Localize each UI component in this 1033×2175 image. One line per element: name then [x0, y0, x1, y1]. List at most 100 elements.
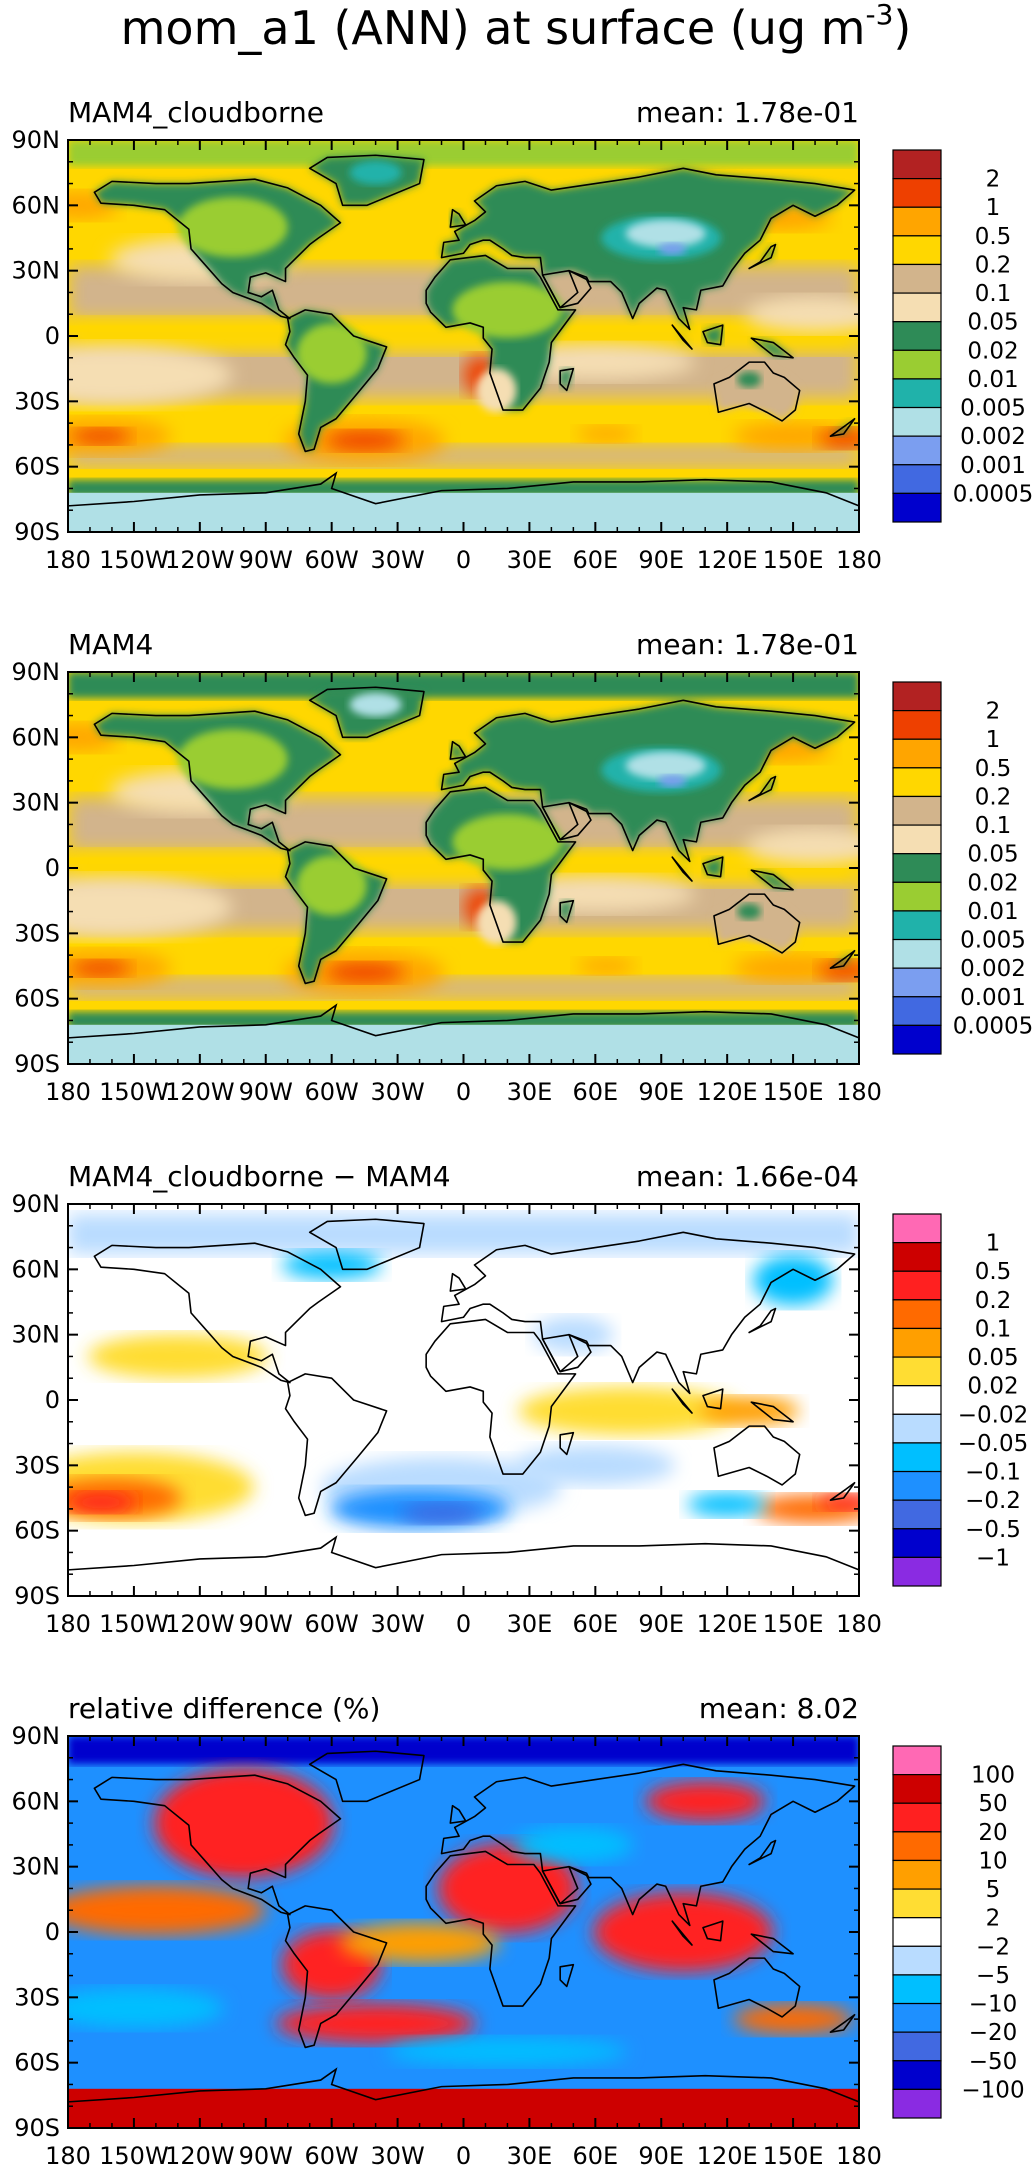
coastline-greenland [308, 154, 425, 207]
coastline-greenland [308, 1218, 425, 1271]
coastline-uk [449, 1272, 467, 1292]
x-tick-label: 180 [45, 2142, 91, 2170]
field-blob [324, 430, 405, 451]
x-tick-label: 120E [697, 546, 758, 574]
field-layer [68, 672, 859, 1064]
colorbar-label: 0.005 [960, 396, 1026, 422]
colorbar-label: 0.02 [967, 870, 1018, 896]
coastline-indonesia2 [702, 856, 724, 878]
coastline-northAmerica [93, 178, 342, 320]
colorbar-label: 0.2 [975, 1288, 1012, 1314]
colorbar-label: 0.05 [967, 842, 1018, 868]
colorbar-swatch [892, 1528, 942, 1558]
coastline-eurasia [440, 1231, 856, 1395]
colorbar-label: 0.01 [967, 899, 1018, 925]
x-tick-label: 180 [836, 546, 882, 574]
colorbar-swatch [892, 1556, 942, 1587]
mean-value: 1.78e-01 [734, 628, 859, 661]
y-tick-label: 30N [12, 257, 61, 285]
x-tick-label: 30E [507, 546, 553, 574]
x-tick-label: 120E [697, 2142, 758, 2170]
land-fill-uk [450, 209, 466, 228]
coastline-antarctica [68, 1003, 859, 1039]
y-tick-label: 30S [14, 387, 60, 415]
coastline-northAmerica [93, 1242, 342, 1384]
x-tick-label: 60E [572, 546, 618, 574]
colorbar-swatch [892, 406, 942, 437]
colorbar-label: −10 [969, 1992, 1018, 2018]
colorbar-swatch [892, 681, 942, 712]
coastline-nz [829, 417, 856, 437]
colorbar-swatch [892, 967, 942, 998]
field-blob [349, 692, 402, 717]
land-fill-indonesia2 [702, 325, 723, 345]
colorbar-swatch [892, 1974, 942, 2005]
colorbar-label: 10 [978, 1848, 1007, 1874]
colorbar-swatch [892, 1831, 942, 1862]
colorbar-swatch [892, 1917, 942, 1947]
field-blob [275, 2003, 476, 2044]
coastline-madagascar [559, 1963, 575, 1988]
land-fill-newGuinea [751, 338, 794, 358]
colorbar-label: 2 [986, 699, 1001, 725]
colorbar-swatch [892, 1242, 942, 1272]
land-fill-nz [830, 418, 855, 437]
coastline-africa [425, 1850, 577, 2007]
colorbar-label: 0.02 [967, 338, 1018, 364]
colorbar-swatch [892, 1499, 942, 1530]
coastline-australia [713, 1425, 801, 1486]
field-blob [68, 1885, 266, 1936]
colorbar-label: 20 [978, 1820, 1007, 1846]
x-tick-label: 0 [456, 2142, 471, 2170]
colorbar-swatch [892, 1888, 942, 1919]
coastline-newGuinea [750, 869, 794, 891]
coastline-australia [713, 1957, 801, 2018]
field-blob [296, 855, 367, 916]
colorbar-swatch [892, 1356, 942, 1387]
coastline-australia [713, 893, 801, 954]
x-tick-label: 90E [638, 1078, 684, 1106]
mean-label: mean: [636, 96, 734, 129]
field-blob [733, 2004, 854, 2035]
coastline-indonesia1 [671, 856, 693, 882]
colorbar-swatch [892, 1859, 942, 1890]
coastline-japan [748, 1307, 777, 1334]
field-blob [593, 1892, 774, 1972]
colorbar-swatch [892, 853, 942, 883]
field-blob [177, 197, 288, 258]
colorbar-swatch [892, 1270, 942, 1301]
field-blob [296, 323, 367, 384]
mean-label: mean: [636, 628, 734, 661]
coastline-eurasia [440, 1763, 856, 1927]
colorbar-swatch [892, 492, 942, 523]
field-blob [753, 1255, 834, 1306]
colorbar-label: −0.1 [965, 1460, 1021, 1486]
colorbar-swatch [892, 1945, 942, 1976]
colorbar-swatch [892, 938, 942, 969]
x-tick-label: 30E [507, 2142, 553, 2170]
colorbar-label: 2 [986, 1906, 1001, 1932]
colorbar-swatch [892, 178, 942, 208]
x-tick-label: 120W [165, 1078, 235, 1106]
field-blob [68, 877, 232, 938]
coastline-arabia [541, 1333, 592, 1373]
x-tick-label: 60W [305, 1078, 359, 1106]
mean-value: 8.02 [797, 1692, 859, 1725]
colorbar-label: −20 [969, 2020, 1018, 2046]
y-tick-label: 60S [14, 985, 60, 1013]
x-tick-label: 90W [239, 2142, 293, 2170]
x-tick-label: 150W [99, 1610, 169, 1638]
x-tick-label: 30E [507, 1078, 553, 1106]
field-blob [658, 242, 687, 255]
coastline-eurasia [440, 167, 856, 331]
x-tick-label: 90W [239, 1078, 293, 1106]
field-blob [153, 1768, 334, 1879]
field-blob [576, 958, 637, 974]
x-tick-label: 120W [165, 2142, 235, 2170]
colorbar-label: 1 [986, 195, 1001, 221]
coastline-africa [425, 1318, 577, 1475]
y-tick-label: 0 [45, 322, 60, 350]
colorbar-swatch [892, 1442, 942, 1473]
